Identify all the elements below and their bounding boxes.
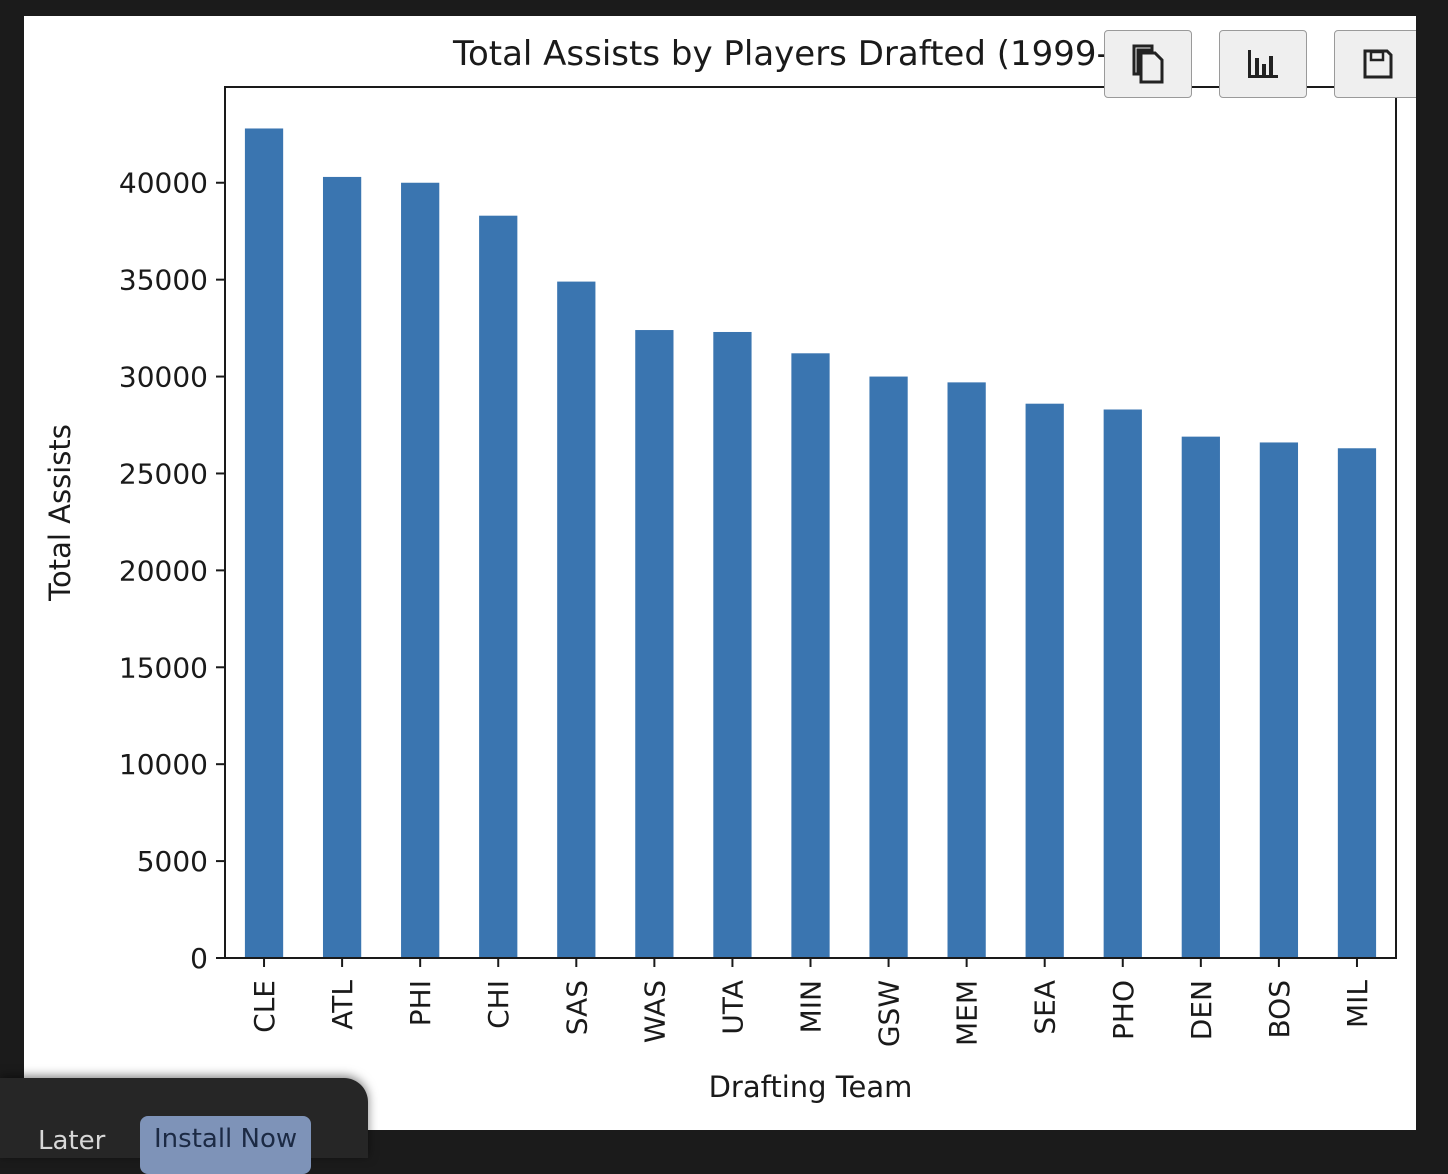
y-axis-ticks: 0 5000 10000 15000 20000 25000 30000 35000 40000 (119, 167, 225, 975)
bar-chi (479, 215, 518, 958)
x-axis-ticks: CLE ATL PHI CHI SAS WAS UTA MIN GSW MEM SEA PHO DEN B… (248, 958, 1374, 1047)
bars-group (244, 128, 1377, 959)
y-tick-label: 20000 (119, 554, 208, 587)
bar-chart: 0 5000 10000 15000 20000 25000 30000 35000 40000… (43, 34, 1397, 1104)
bar-atl (322, 176, 362, 958)
bar-sas (557, 281, 596, 958)
y-tick-label: 35000 (119, 264, 208, 297)
x-tick-label: PHI (404, 980, 437, 1026)
bar-phi (401, 182, 440, 958)
chart-button[interactable] (1219, 30, 1307, 98)
x-tick-label: ATL (326, 980, 359, 1030)
x-tick-label: PHO (1107, 980, 1140, 1040)
copy-button[interactable] (1104, 30, 1192, 98)
bar-uta (713, 331, 752, 959)
chart-title: Total Assists by Players Drafted (1999-2… (452, 34, 1152, 74)
bar-mem (947, 382, 986, 958)
y-tick-label: 15000 (119, 651, 208, 684)
x-axis-label: Drafting Team (709, 1070, 913, 1104)
bar-was (635, 330, 674, 958)
bar-pho (1103, 409, 1142, 958)
chart-output-panel: 0 5000 10000 15000 20000 25000 30000 35000 40000… (24, 16, 1416, 1130)
save-icon (1363, 49, 1393, 79)
x-tick-label: MEM (951, 980, 984, 1046)
y-tick-label: 10000 (119, 748, 208, 781)
bar-min (791, 353, 830, 958)
save-button[interactable] (1334, 30, 1416, 98)
x-tick-label: DEN (1185, 980, 1218, 1040)
x-tick-label: MIL (1341, 980, 1374, 1028)
x-tick-label: BOS (1263, 980, 1296, 1039)
install-toast: Later Install Now (0, 1078, 368, 1174)
y-tick-label: 5000 (137, 845, 208, 878)
y-tick-label: 30000 (119, 361, 208, 394)
bar-bos (1259, 442, 1299, 958)
x-tick-label: CHI (482, 980, 515, 1029)
x-tick-label: CLE (248, 980, 281, 1033)
later-button[interactable]: Later (38, 1126, 106, 1156)
x-tick-label: UTA (716, 980, 749, 1035)
bar-den (1181, 436, 1220, 959)
bar-chart-icon (1248, 50, 1278, 78)
x-tick-label: SEA (1029, 980, 1062, 1035)
x-tick-label: GSW (873, 980, 906, 1047)
bar-cle (244, 128, 284, 958)
y-tick-label: 40000 (119, 167, 208, 200)
x-tick-label: SAS (560, 980, 593, 1035)
axes-frame (224, 86, 1397, 959)
install-now-button[interactable]: Install Now (140, 1116, 312, 1174)
bar-gsw (869, 376, 908, 958)
y-tick-label: 0 (190, 942, 208, 975)
y-tick-label: 25000 (119, 457, 208, 490)
y-axis-label: Total Assists (43, 424, 77, 602)
x-tick-label: MIN (795, 980, 828, 1033)
x-tick-label: WAS (638, 980, 671, 1043)
bar-mil (1337, 448, 1377, 958)
bar-sea (1025, 403, 1064, 959)
copy-icon (1132, 44, 1164, 84)
